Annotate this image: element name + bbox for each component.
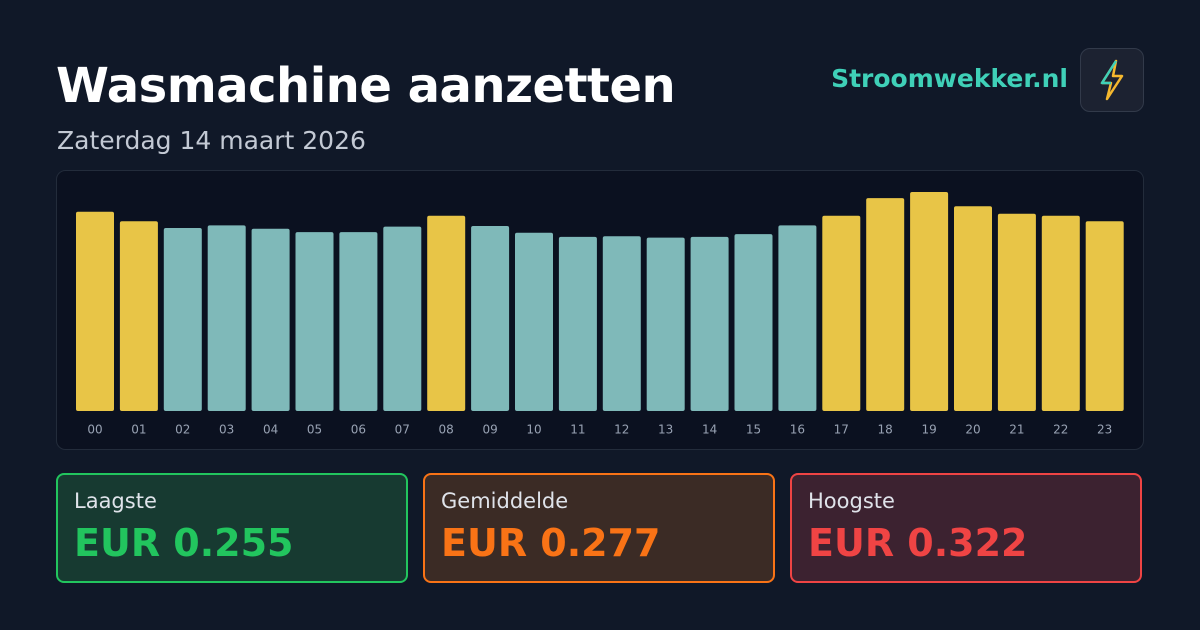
bar — [1085, 221, 1124, 411]
stat-label: Gemiddelde — [441, 489, 569, 513]
stat-label: Laagste — [74, 489, 157, 513]
x-tick-label: 08 — [439, 423, 454, 437]
bar — [690, 236, 729, 411]
bar — [866, 198, 905, 411]
bolt — [1100, 59, 1124, 101]
bar — [997, 213, 1036, 411]
stat-value: EUR 0.277 — [441, 521, 661, 565]
subtitle: Zaterdag 14 maart 2026 — [57, 126, 366, 155]
bar — [383, 226, 422, 411]
x-tick-label: 11 — [570, 423, 585, 437]
stat-value: EUR 0.255 — [74, 521, 294, 565]
x-tick-label: 00 — [87, 423, 102, 437]
x-tick-label: 02 — [175, 423, 190, 437]
x-tick-label: 10 — [526, 423, 541, 437]
x-tick-label: 23 — [1097, 423, 1112, 437]
x-tick-label: 15 — [746, 423, 761, 437]
bar — [778, 225, 817, 411]
x-tick-label: 19 — [921, 423, 936, 437]
chart: 00 01 02 03 04 05 06 07 08 09 10 11 12 13 14 15 16 17 18 19… — [56, 170, 1144, 450]
x-tick-label: 03 — [219, 423, 234, 437]
x-tick-label: 21 — [1009, 423, 1024, 437]
bar — [646, 237, 685, 411]
x-tick-label: 09 — [482, 423, 497, 437]
bar — [427, 215, 466, 411]
x-tick-label: 01 — [131, 423, 146, 437]
stat-card: Gemiddelde EUR 0.277 — [423, 473, 775, 583]
bar — [602, 236, 641, 411]
title: Wasmachine aanzetten — [56, 58, 676, 114]
x-tick-label: 16 — [790, 423, 805, 437]
bar — [251, 228, 290, 411]
bar — [207, 225, 246, 411]
x-tick-label: 20 — [965, 423, 980, 437]
x-tick-label: 13 — [658, 423, 673, 437]
bar — [76, 211, 114, 411]
x-tick-label: 22 — [1053, 423, 1068, 437]
x-tick-label: 17 — [834, 423, 849, 437]
bar — [163, 228, 202, 411]
stat-label: Hoogste — [808, 489, 895, 513]
x-tick-label: 05 — [307, 423, 322, 437]
x-tick-label: 04 — [263, 423, 278, 437]
stat-card: Laagste EUR 0.255 — [56, 473, 408, 583]
bar — [515, 232, 553, 411]
brand: Stroomwekker.nl — [831, 64, 1068, 93]
bar — [471, 226, 510, 411]
x-tick-label: 12 — [614, 423, 629, 437]
brand-icon — [1080, 48, 1144, 112]
bar — [910, 192, 949, 411]
bar — [734, 234, 773, 411]
x-tick-label: 14 — [702, 423, 717, 437]
bar — [954, 206, 992, 411]
bar — [558, 236, 597, 411]
stat-value: EUR 0.322 — [808, 521, 1028, 565]
bar — [1041, 215, 1080, 411]
x-tick-label: 18 — [878, 423, 893, 437]
x-tick-label: 06 — [351, 423, 366, 437]
x-tick-label: 07 — [395, 423, 410, 437]
bar — [822, 215, 861, 411]
bar — [119, 221, 158, 411]
bar — [339, 232, 378, 411]
bar — [295, 232, 334, 411]
stat-card: Hoogste EUR 0.322 — [790, 473, 1142, 583]
